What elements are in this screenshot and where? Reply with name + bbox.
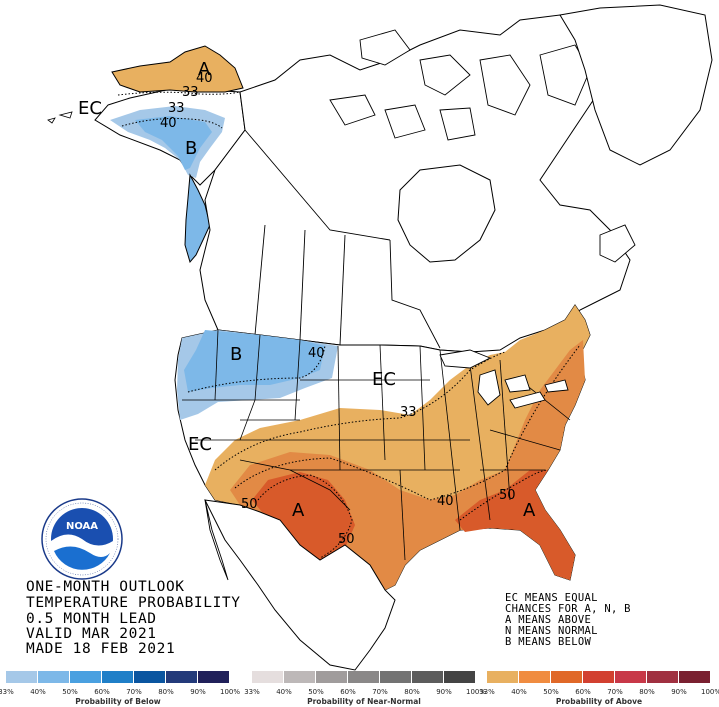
colorbar-below-tick: 80% — [158, 688, 174, 696]
colorbar-below-swatch — [102, 671, 133, 683]
colorbar-above-swatch — [519, 671, 550, 683]
colorbar-above-tick: 50% — [543, 688, 559, 696]
alaska-40-label-b: 40 — [160, 116, 177, 131]
colorbar-normal-caption: Probability of Near-Normal — [307, 697, 421, 706]
colorbar-normal-tick: 90% — [436, 688, 452, 696]
colorbar-above-swatch — [583, 671, 614, 683]
title-line-5: MADE 18 FEB 2021 — [26, 641, 176, 657]
nw-below-label: B — [230, 344, 242, 365]
colorbar-below-swatch — [198, 671, 229, 683]
colorbar-above-tick: 40% — [511, 688, 527, 696]
alaska-above-label: A — [198, 59, 211, 80]
colorbar-above-swatch — [615, 671, 646, 683]
colorbar-above-swatch — [679, 671, 710, 683]
colorbar-below-tick: 100% — [219, 688, 240, 696]
sw-ec-label: EC — [188, 434, 212, 455]
colorbar-above-swatch — [647, 671, 678, 683]
tx-50-label: 50 — [338, 532, 355, 547]
title-line-3: 0.5 MONTH LEAD — [26, 611, 157, 627]
colorbar-normal-swatch — [284, 671, 315, 683]
colorbar-above-tick: 70% — [607, 688, 623, 696]
colorbar-normal-tick: 70% — [372, 688, 388, 696]
colorbar-below-tick: 60% — [94, 688, 110, 696]
greenland — [559, 4, 713, 166]
title-line-1: ONE-MONTH OUTLOOK — [26, 579, 185, 595]
noaa-logo-text: NOAA — [66, 521, 98, 532]
alaska-above-area — [111, 45, 244, 93]
alaska-33-label-a: 33 — [182, 85, 199, 100]
above-50-se-area — [455, 470, 575, 580]
legend-note-line-3: A MEANS ABOVE — [505, 614, 592, 626]
colorbar-below-swatch — [134, 671, 165, 683]
colorbar-normal-swatch — [444, 671, 475, 683]
conus-region — [174, 304, 591, 591]
colorbar-normal-tick: 60% — [340, 688, 356, 696]
title-line-2: TEMPERATURE PROBABILITY — [26, 595, 241, 611]
colorbar-below-tick: 90% — [190, 688, 206, 696]
colorbar-below-tick: 40% — [30, 688, 46, 696]
colorbar-normal-swatch — [316, 671, 347, 683]
colorbar-normal-swatch — [380, 671, 411, 683]
noaa-logo: NOAA — [41, 498, 123, 580]
title-line-4: VALID MAR 2021 — [26, 626, 157, 642]
colorbar-normal-tick: 40% — [276, 688, 292, 696]
colorbar-below-swatch — [166, 671, 197, 683]
central-ec-label: EC — [372, 369, 396, 390]
colorbar-above-tick: 90% — [671, 688, 687, 696]
canada-region — [199, 14, 636, 353]
alaska-region — [47, 45, 246, 264]
colorbar-normal-swatch — [252, 671, 283, 683]
central-33-label: 33 — [400, 405, 417, 420]
legend-note-line-2: CHANCES FOR A, N, B — [505, 603, 631, 615]
sw-above-label: A — [292, 500, 305, 521]
alaska-40-label: 40 — [196, 71, 213, 86]
alaska-33-label-b: 33 — [168, 101, 185, 116]
colorbar-above-tick: 33% — [479, 688, 495, 696]
se-50-label: 50 — [499, 488, 516, 503]
colorbar-above-tick: 60% — [575, 688, 591, 696]
colorbar-below-tick: 33% — [0, 688, 14, 696]
se-above-label: A — [523, 500, 536, 521]
colorbar-above-tick: 100% — [700, 688, 719, 696]
colorbar-normal-swatch — [412, 671, 443, 683]
alaska-below-label: B — [185, 138, 197, 159]
colorbar-normal-tick: 50% — [308, 688, 324, 696]
colorbar-below-tick: 70% — [126, 688, 142, 696]
above-50-sw-area — [252, 472, 355, 560]
mexico-region — [204, 499, 396, 671]
colorbar-normal-swatch — [348, 671, 379, 683]
sw-50-label: 50 — [241, 497, 258, 512]
colorbar-above-tick: 80% — [639, 688, 655, 696]
colorbar-normal-tick: 100% — [465, 688, 486, 696]
alaska-below-40-area — [135, 116, 212, 170]
legend-note-line-1: EC MEANS EQUAL — [505, 592, 598, 604]
colorbar-below-swatch — [6, 671, 37, 683]
alaska-ec-label: EC — [78, 98, 102, 119]
se-40-label: 40 — [437, 494, 454, 509]
legend-note-line-4: N MEANS NORMAL — [505, 625, 598, 637]
colorbar-below-tick: 50% — [62, 688, 78, 696]
colorbar-above-caption: Probability of Above — [555, 697, 643, 706]
nw-below-40-area — [184, 330, 325, 392]
colorbar-above-swatch — [551, 671, 582, 683]
nw-40-label: 40 — [308, 346, 325, 361]
colorbar-below-swatch — [38, 671, 69, 683]
colorbar-below-swatch — [70, 671, 101, 683]
colorbar-below-caption: Probability of Below — [75, 697, 161, 706]
colorbar-normal-tick: 80% — [404, 688, 420, 696]
legend-note-line-5: B MEANS BELOW — [505, 636, 592, 648]
colorbar-above-swatch — [487, 671, 518, 683]
colorbar-normal-tick: 33% — [244, 688, 260, 696]
